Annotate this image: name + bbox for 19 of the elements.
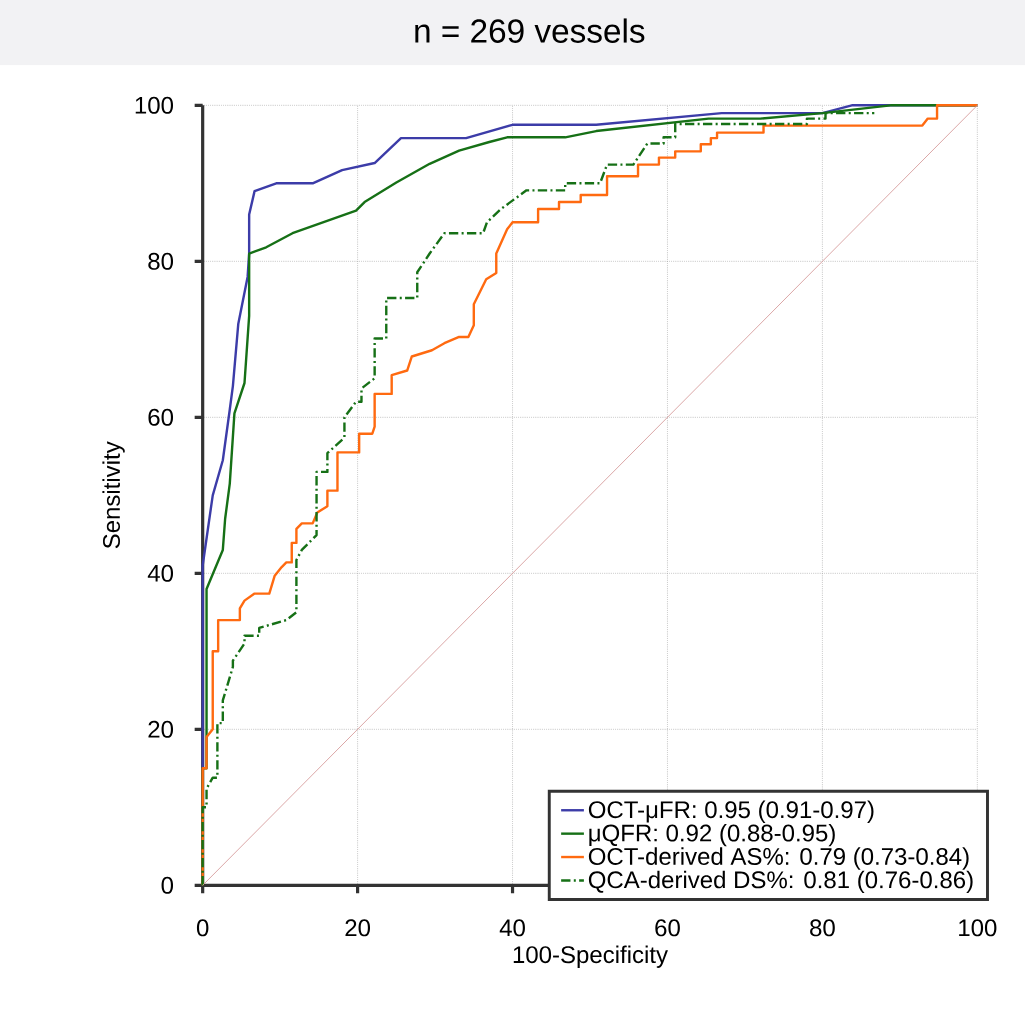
x-tick-label: 20 — [345, 919, 371, 937]
x-tick-label: 60 — [655, 919, 680, 937]
x-axis-title: 100-Specificity — [513, 945, 668, 968]
x-tick-label: 40 — [499, 919, 525, 937]
legend-label: OCT-μFR: 0.95 (0.91-0.97) — [588, 800, 874, 823]
legend-label: OCT-derived AS%: 0.79 (0.73-0.84) — [588, 847, 969, 870]
y-axis-title: Sensitivity — [102, 441, 125, 549]
y-tick-label: 20 — [148, 720, 174, 738]
y-tick-label: 40 — [147, 564, 174, 582]
legend-label: μQFR: 0.92 (0.88-0.95) — [589, 823, 835, 847]
y-tick-label: 0 — [161, 876, 174, 894]
x-tick-label: 80 — [810, 919, 835, 937]
x-tick-label: 0 — [196, 919, 209, 937]
y-tick-label: 60 — [148, 408, 174, 426]
legend-label: QCA-derived DS%: 0.81 (0.76-0.86) — [588, 870, 973, 894]
y-tick-label: 80 — [148, 252, 174, 270]
chart-title: n = 269 vessels — [415, 18, 645, 43]
y-tick-label: 100 — [135, 96, 174, 114]
x-tick-label: 100 — [959, 919, 997, 937]
